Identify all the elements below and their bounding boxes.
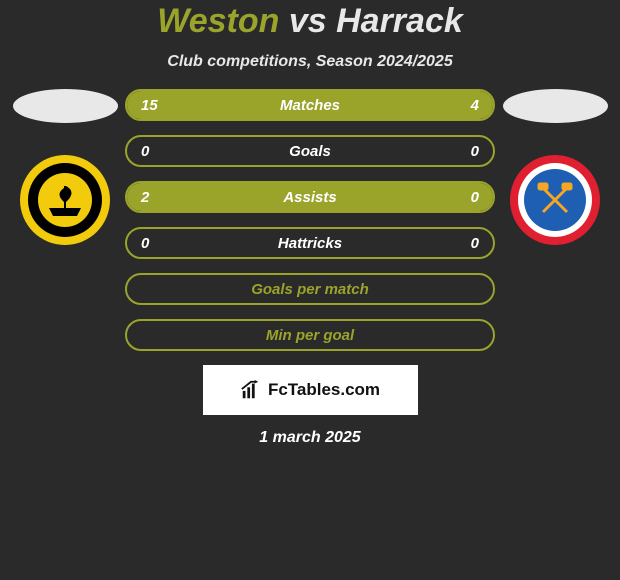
player2-club-badge bbox=[510, 155, 600, 245]
comparison-date: 1 march 2025 bbox=[259, 429, 360, 447]
left-side bbox=[5, 89, 125, 245]
player1-club-badge bbox=[20, 155, 110, 245]
right-side bbox=[495, 89, 615, 245]
watermark-text: FcTables.com bbox=[268, 380, 380, 400]
stat-row-assists: 2 Assists 0 bbox=[125, 181, 495, 213]
player2-silhouette bbox=[503, 89, 608, 123]
stat-row-goals: 0 Goals 0 bbox=[125, 135, 495, 167]
stat-row-matches: 15 Matches 4 bbox=[125, 89, 495, 121]
vs-text: vs bbox=[289, 2, 327, 40]
ship-icon bbox=[45, 180, 85, 220]
stat-row-hattricks: 0 Hattricks 0 bbox=[125, 227, 495, 259]
player1-silhouette bbox=[13, 89, 118, 123]
stat-value-right: 4 bbox=[471, 97, 479, 114]
stat-row-mpg: Min per goal bbox=[125, 319, 495, 351]
stat-label: Min per goal bbox=[127, 327, 493, 344]
chart-icon bbox=[240, 379, 262, 401]
stat-label: Hattricks bbox=[127, 235, 493, 252]
stat-value-right: 0 bbox=[471, 143, 479, 160]
stat-value-right: 0 bbox=[471, 189, 479, 206]
stat-label: Goals per match bbox=[127, 281, 493, 298]
stat-label: Assists bbox=[127, 189, 493, 206]
main-content: 15 Matches 4 0 Goals 0 2 Assists 0 0 Hat… bbox=[0, 89, 620, 351]
player2-name: Harrack bbox=[336, 2, 463, 40]
crossed-hammers-icon bbox=[533, 178, 577, 222]
stat-label: Matches bbox=[127, 97, 493, 114]
comparison-title: Weston vs Harrack bbox=[157, 2, 463, 41]
stat-row-gpm: Goals per match bbox=[125, 273, 495, 305]
player1-name: Weston bbox=[157, 2, 279, 40]
stats-column: 15 Matches 4 0 Goals 0 2 Assists 0 0 Hat… bbox=[125, 89, 495, 351]
stat-value-right: 0 bbox=[471, 235, 479, 252]
competition-subtitle: Club competitions, Season 2024/2025 bbox=[167, 53, 452, 71]
watermark[interactable]: FcTables.com bbox=[203, 365, 418, 415]
stat-label: Goals bbox=[127, 143, 493, 160]
